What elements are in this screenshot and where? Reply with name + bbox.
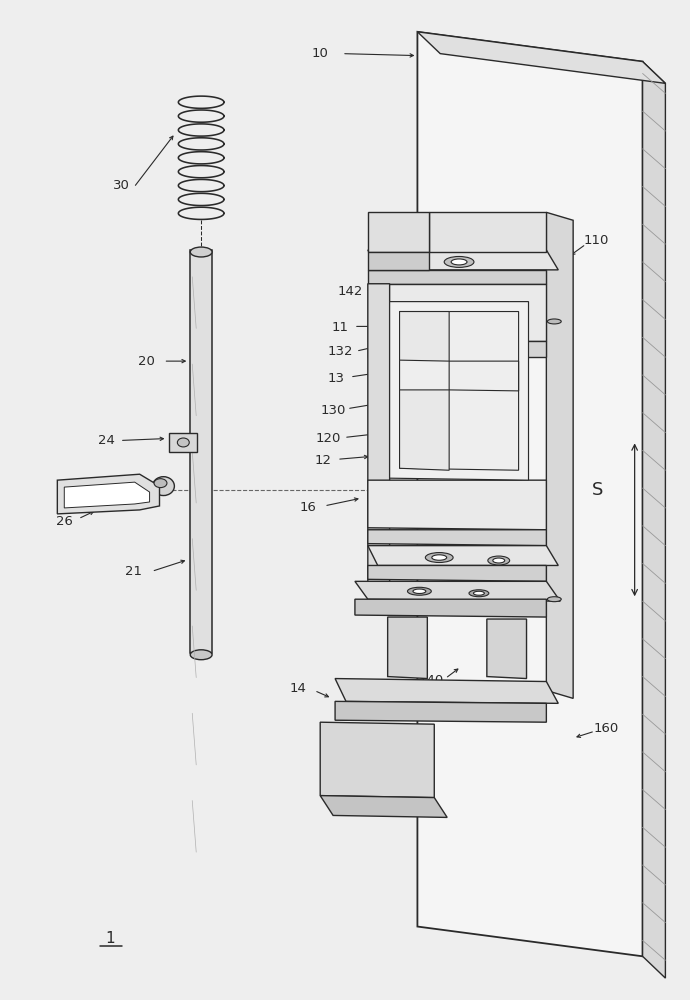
Polygon shape (64, 482, 150, 508)
Text: 26: 26 (56, 515, 72, 528)
Text: 142: 142 (337, 285, 363, 298)
Ellipse shape (473, 591, 484, 595)
Text: 160: 160 (593, 722, 618, 735)
Text: 140: 140 (419, 674, 444, 687)
Text: 30: 30 (113, 179, 130, 192)
Text: 16: 16 (300, 501, 317, 514)
Ellipse shape (177, 438, 189, 447)
Polygon shape (368, 250, 558, 270)
Polygon shape (487, 619, 526, 679)
Polygon shape (368, 480, 546, 530)
Text: 1: 1 (105, 931, 115, 946)
Polygon shape (368, 270, 546, 284)
Polygon shape (335, 679, 558, 703)
Ellipse shape (413, 589, 426, 593)
Ellipse shape (469, 590, 489, 597)
Polygon shape (368, 546, 558, 565)
Ellipse shape (154, 479, 167, 488)
Text: 24: 24 (97, 434, 115, 447)
Polygon shape (368, 565, 546, 581)
Polygon shape (368, 284, 390, 599)
Polygon shape (400, 312, 519, 470)
Ellipse shape (190, 247, 212, 257)
Text: S: S (592, 481, 604, 499)
Ellipse shape (152, 477, 175, 496)
Polygon shape (388, 617, 427, 679)
Polygon shape (190, 250, 212, 653)
Text: 110: 110 (583, 234, 609, 247)
Text: 120: 120 (315, 432, 341, 445)
Polygon shape (642, 62, 665, 978)
Ellipse shape (190, 650, 212, 660)
Text: 21: 21 (125, 565, 142, 578)
Polygon shape (400, 312, 449, 361)
Polygon shape (335, 701, 546, 722)
Text: 12: 12 (315, 454, 332, 467)
Polygon shape (368, 212, 429, 252)
Ellipse shape (451, 259, 467, 265)
Ellipse shape (432, 555, 446, 560)
Ellipse shape (408, 587, 431, 595)
Text: 10: 10 (312, 47, 328, 60)
Polygon shape (170, 433, 197, 452)
Polygon shape (320, 722, 434, 798)
Text: 141: 141 (337, 751, 363, 764)
Polygon shape (368, 341, 546, 357)
Polygon shape (320, 796, 447, 817)
Polygon shape (429, 212, 546, 252)
Text: 14: 14 (290, 682, 307, 695)
Polygon shape (368, 530, 546, 546)
Polygon shape (546, 212, 573, 698)
Text: 132: 132 (327, 345, 353, 358)
Polygon shape (417, 32, 665, 83)
Ellipse shape (425, 553, 453, 562)
Polygon shape (417, 32, 642, 956)
Polygon shape (57, 474, 159, 514)
Text: 130: 130 (320, 404, 346, 417)
Text: 20: 20 (138, 355, 155, 368)
Ellipse shape (547, 319, 561, 324)
Ellipse shape (493, 558, 504, 563)
Ellipse shape (488, 556, 510, 565)
Ellipse shape (547, 597, 561, 602)
Polygon shape (400, 390, 449, 470)
Text: 13: 13 (328, 372, 344, 385)
Polygon shape (368, 284, 546, 341)
Ellipse shape (444, 256, 474, 267)
Text: 22: 22 (72, 492, 88, 505)
Polygon shape (355, 599, 546, 617)
Polygon shape (390, 302, 529, 480)
Text: 11: 11 (331, 321, 348, 334)
Polygon shape (368, 252, 429, 270)
Polygon shape (355, 581, 560, 601)
